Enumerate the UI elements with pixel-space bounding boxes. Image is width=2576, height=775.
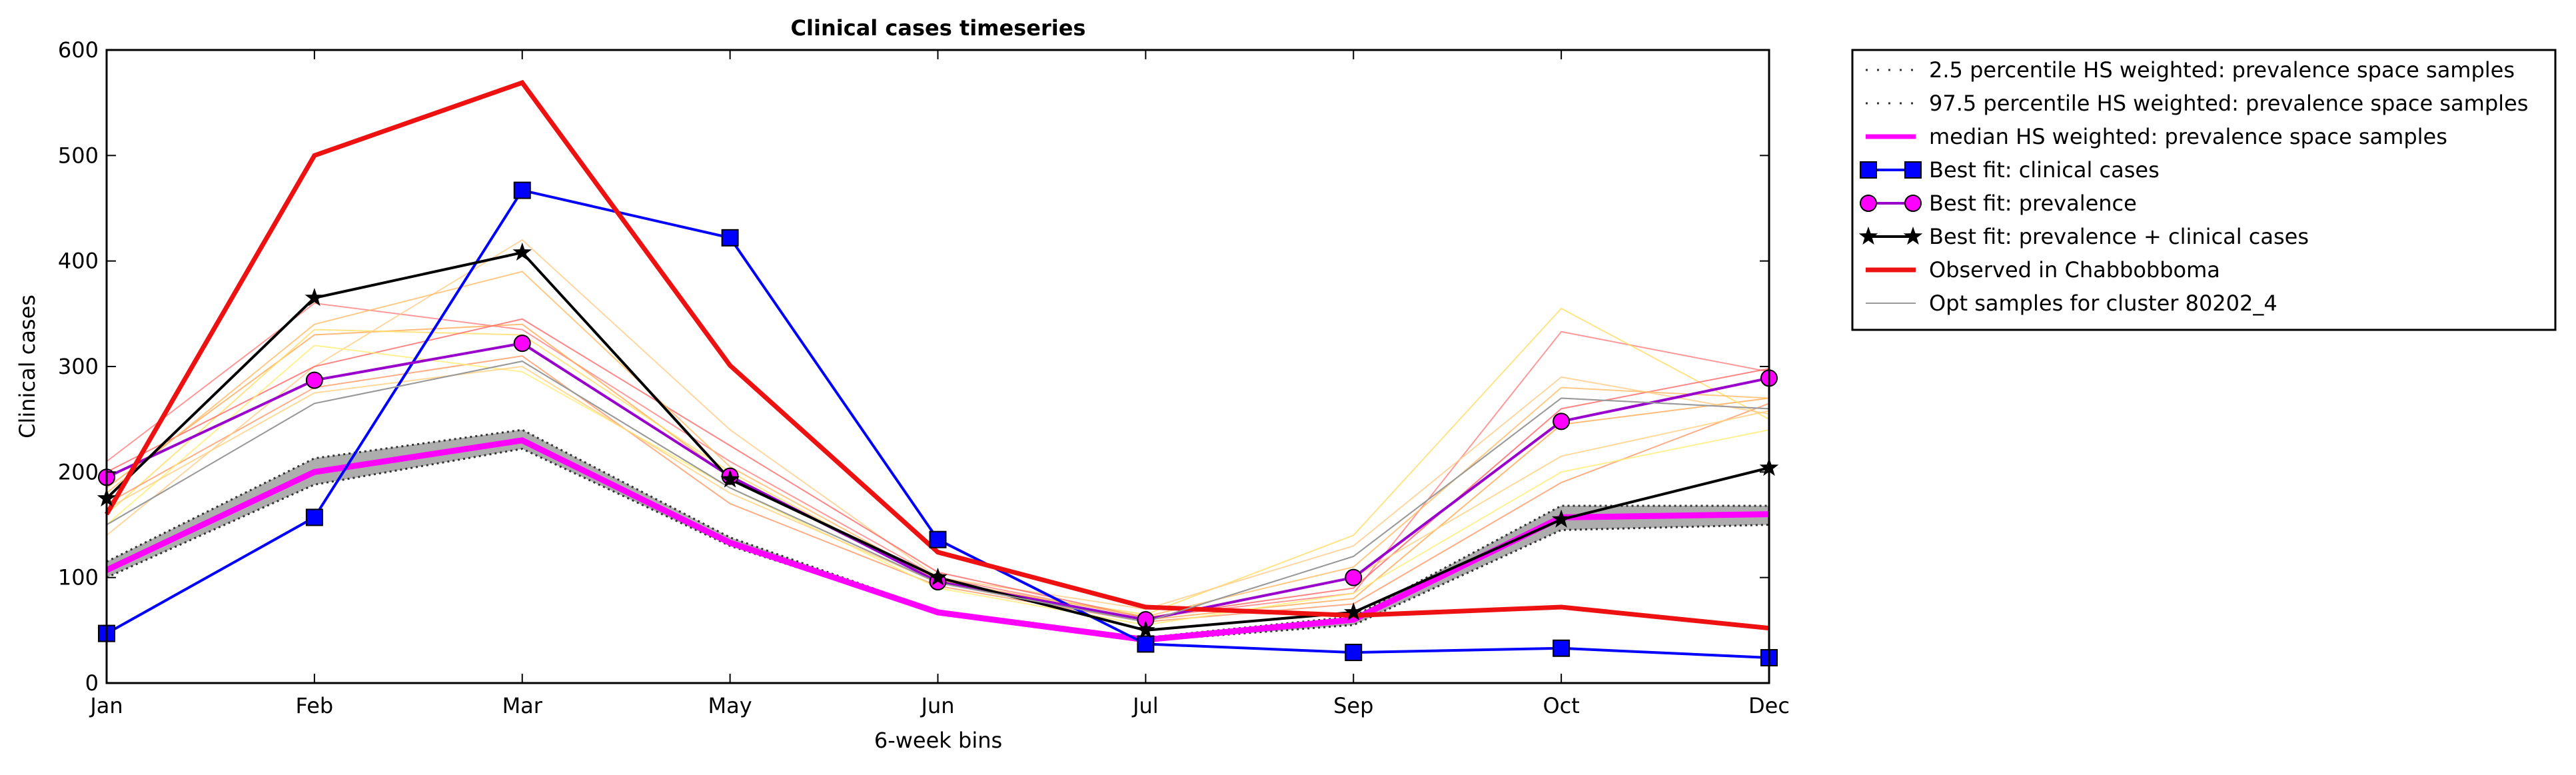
chart-title: Clinical cases timeseries — [791, 15, 1086, 41]
legend-marker-square — [1904, 161, 1922, 179]
marker-star-2 — [512, 243, 532, 261]
axes: 0 100 200 300 400 500 600 Jan Feb Mar May Jun Jul Sep… — [58, 37, 1790, 718]
marker-square-5 — [1137, 635, 1155, 653]
legend-label-6: Observed in Chabbobboma — [1929, 257, 2220, 283]
marker-circle-1 — [305, 371, 323, 389]
marker-star-3 — [720, 469, 740, 488]
x-tick-label: Jun — [920, 693, 955, 718]
x-tick-label: Sep — [1333, 693, 1373, 718]
y-tick-label: 400 — [58, 249, 99, 274]
legend-label-4: Best fit: prevalence — [1929, 191, 2137, 216]
marker-star-7 — [1551, 509, 1571, 528]
marker-circle-6 — [1345, 568, 1363, 586]
legend-marker-circle — [1904, 195, 1922, 212]
legend-label-0: 2.5 percentile HS weighted: prevalence s… — [1929, 57, 2515, 83]
marker-star-4 — [928, 567, 948, 586]
legend-marker-circle — [1860, 195, 1877, 212]
legend-marker-star — [1858, 227, 1878, 245]
marker-star-5 — [1136, 620, 1155, 638]
y-tick-label: 100 — [58, 565, 99, 590]
x-tick-label: Feb — [296, 693, 334, 718]
y-tick-label: 200 — [58, 459, 99, 484]
marker-square-7 — [1553, 639, 1571, 657]
legend-label-2: median HS weighted: prevalence space sam… — [1929, 124, 2447, 149]
marker-star-6 — [1344, 602, 1363, 621]
marker-circle-2 — [513, 335, 531, 353]
x-tick-label: May — [708, 693, 752, 718]
legend-marker-square — [1860, 161, 1877, 179]
marker-square-3 — [721, 229, 739, 247]
marker-square-1 — [305, 508, 323, 526]
legend-label-5: Best fit: prevalence + clinical cases — [1929, 224, 2309, 249]
y-tick-label: 500 — [58, 143, 99, 168]
series-line-6 — [104, 79, 1770, 631]
legend-box — [1851, 49, 2557, 331]
x-tick-label: Jul — [1131, 693, 1159, 718]
x-tick-label: Mar — [502, 693, 543, 718]
y-tick-label: 300 — [58, 354, 99, 379]
marker-circle-7 — [1553, 412, 1571, 430]
legend-label-1: 97.5 percentile HS weighted: prevalence … — [1929, 91, 2528, 116]
legend: 2.5 percentile HS weighted: prevalence s… — [1851, 49, 2557, 331]
marker-star-1 — [305, 288, 324, 307]
legend-label-7: Opt samples for cluster 80202_4 — [1929, 291, 2277, 316]
x-tick-label: Dec — [1748, 693, 1790, 718]
marker-square-4 — [929, 530, 947, 548]
marker-square-2 — [513, 181, 531, 199]
y-axis-label: Clinical cases — [15, 295, 40, 438]
x-tick-label: Jan — [89, 693, 123, 718]
x-tick-label: Oct — [1543, 693, 1579, 718]
legend-label-3: Best fit: clinical cases — [1929, 157, 2160, 183]
x-axis-label: 6-week bins — [874, 728, 1002, 753]
legend-marker-star — [1903, 227, 1923, 245]
y-tick-label: 600 — [58, 37, 99, 63]
marker-square-6 — [1345, 644, 1363, 662]
y-tick-label: 0 — [85, 670, 99, 696]
